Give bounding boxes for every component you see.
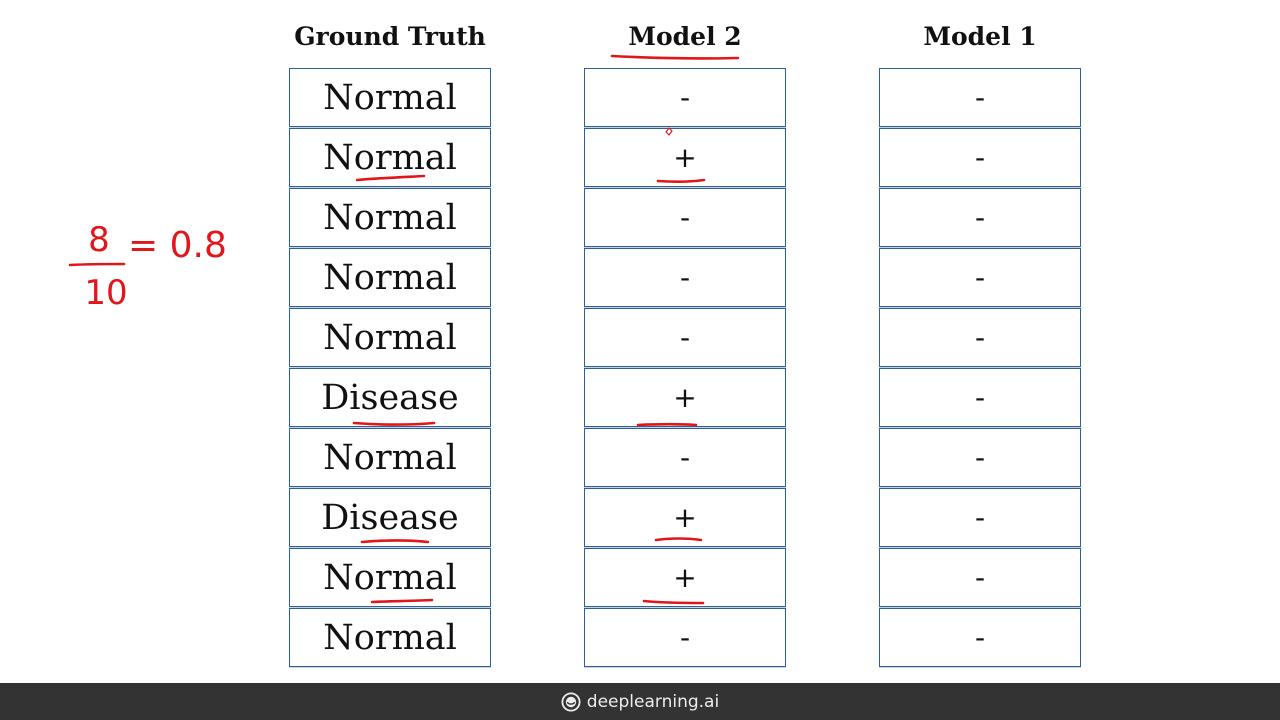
model-2-header-underline (610, 54, 740, 60)
model-1-cell-5: - (879, 308, 1081, 367)
fraction-denominator: 10 (84, 273, 127, 313)
ground-truth-cell-3: Normal (289, 188, 491, 247)
ground-truth-cell-1: Normal (289, 68, 491, 127)
model-1-header: Model 1 (923, 22, 1037, 51)
model-1-cell-6: - (879, 368, 1081, 427)
fraction-result: = 0.8 (128, 225, 227, 266)
ground-truth-header: Ground Truth (294, 22, 486, 51)
model-2-cell-3: - (584, 188, 786, 247)
model-2-cell-4: - (584, 248, 786, 307)
model-1-cell-4: - (879, 248, 1081, 307)
model-2-cell-7: - (584, 428, 786, 487)
deeplearning-logo-icon (561, 691, 581, 712)
footer-bar: deeplearning.ai (0, 683, 1280, 720)
slide: Ground Truth Normal Normal Normal Normal… (68, 22, 1081, 667)
model-2-cell-2: + (584, 128, 786, 187)
ground-truth-cell-9: Normal (289, 548, 491, 607)
model-1-cell-2: - (879, 128, 1081, 187)
model-2-cell-5: - (584, 308, 786, 367)
ground-truth-cell-2: Normal (289, 128, 491, 187)
model-2-cell-1: - (584, 68, 786, 127)
model-1-cell-9: - (879, 548, 1081, 607)
ground-truth-cell-7: Normal (289, 428, 491, 487)
model-2-cell-9: + (584, 548, 786, 607)
ground-truth-cell-6: Disease (289, 368, 491, 427)
model-2-header: Model 2 (628, 22, 742, 51)
model-1-cell-3: - (879, 188, 1081, 247)
model-2-cell-10: - (584, 608, 786, 667)
model-1-cell-7: - (879, 428, 1081, 487)
ground-truth-cell-8: Disease (289, 488, 491, 547)
model-1-cell-8: - (879, 488, 1081, 547)
model-2-cell-8: + (584, 488, 786, 547)
ground-truth-cell-5: Normal (289, 308, 491, 367)
footer-brand: deeplearning.ai (586, 691, 720, 712)
model-1-cell-1: - (879, 68, 1081, 127)
ground-truth-cell-4: Normal (289, 248, 491, 307)
fraction-bar (68, 262, 126, 267)
model-2-cell-6: + (584, 368, 786, 427)
fraction-numerator: 8 (88, 220, 110, 260)
ground-truth-cell-10: Normal (289, 608, 491, 667)
model-1-cell-10: - (879, 608, 1081, 667)
